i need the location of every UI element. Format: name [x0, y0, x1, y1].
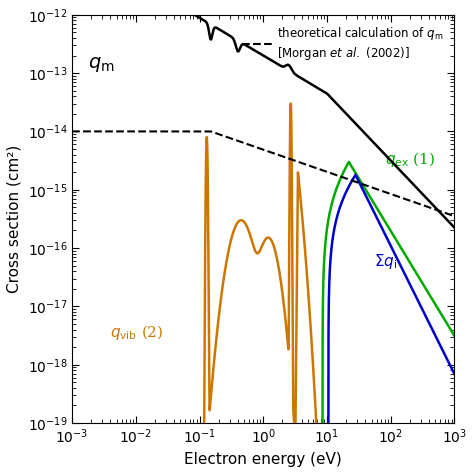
Text: $\Sigma q_{\mathrm{i}}$: $\Sigma q_{\mathrm{i}}$ [374, 252, 398, 271]
X-axis label: Electron energy (eV): Electron energy (eV) [184, 452, 342, 467]
Y-axis label: Cross section (cm²): Cross section (cm²) [7, 145, 22, 293]
Text: $q_{\mathrm{m}}$: $q_{\mathrm{m}}$ [88, 55, 115, 74]
Legend: theoretical calculation of $q_\mathrm{m}$
[Morgan $et\ al.$ (2002)]: theoretical calculation of $q_\mathrm{m}… [237, 21, 448, 66]
Text: $q_{\mathrm{ex}}$ (1): $q_{\mathrm{ex}}$ (1) [384, 150, 435, 169]
Text: $q_{\mathrm{vib}}$ (2): $q_{\mathrm{vib}}$ (2) [110, 323, 164, 342]
